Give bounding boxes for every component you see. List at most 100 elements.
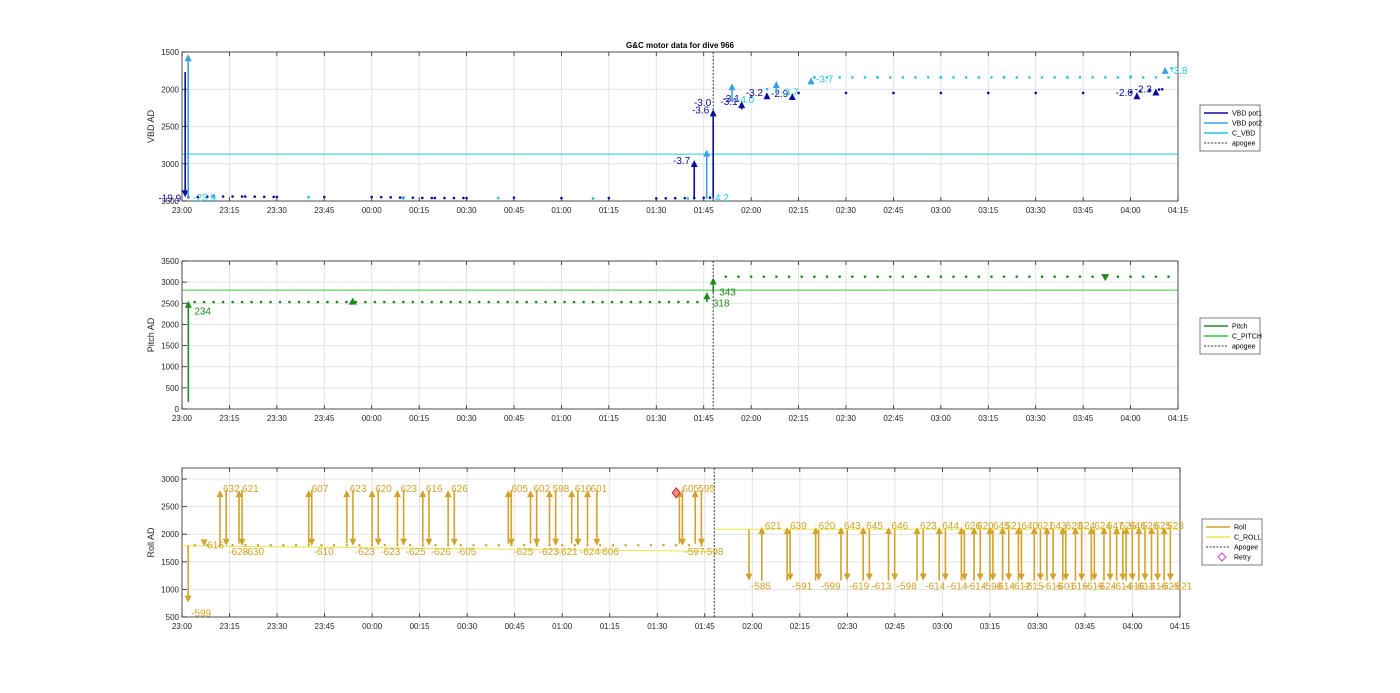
roll-move-down-head bbox=[919, 573, 927, 581]
xtick-label: 00:00 bbox=[362, 622, 383, 631]
roll-move-up-head bbox=[935, 527, 943, 535]
pitch-label: 343 bbox=[719, 287, 736, 298]
pitch-point bbox=[582, 300, 585, 304]
legend-label: apogee bbox=[1232, 141, 1255, 148]
pitch-point bbox=[677, 300, 680, 304]
pitch-point bbox=[1154, 275, 1158, 278]
xtick-label: 23:30 bbox=[267, 414, 288, 423]
ytick-label: 3500 bbox=[161, 257, 179, 266]
xtick-label: 00:45 bbox=[505, 622, 526, 631]
pitch-point bbox=[888, 275, 892, 278]
vbd-pot2-point bbox=[813, 76, 816, 79]
pitch-point bbox=[1053, 275, 1056, 278]
vbd-pot1-point bbox=[986, 91, 990, 95]
pitch-move-head bbox=[709, 277, 717, 285]
roll-point bbox=[484, 544, 488, 547]
pitch-point bbox=[231, 300, 234, 304]
pitch-point bbox=[629, 300, 633, 304]
roll-label-up: 645 bbox=[866, 521, 883, 532]
xtick-label: 02:45 bbox=[883, 414, 904, 423]
pitch-point bbox=[620, 300, 623, 304]
ytick-label: 500 bbox=[166, 384, 180, 393]
roll-label-down: -598 bbox=[982, 582, 1002, 593]
xtick-label: 03:15 bbox=[980, 622, 1001, 631]
roll-move-down-head bbox=[533, 538, 541, 546]
roll-move-down-head bbox=[1166, 573, 1174, 581]
roll-label-up: 646 bbox=[892, 521, 909, 532]
pitch-point bbox=[813, 275, 816, 278]
roll-label-down: -626 bbox=[431, 547, 451, 558]
pitch-point bbox=[825, 275, 829, 278]
roll-move-down-head bbox=[1049, 573, 1057, 581]
pitch-point bbox=[212, 300, 215, 304]
vbd-pot1-point bbox=[1160, 87, 1164, 91]
xtick-label: 00:30 bbox=[457, 622, 478, 631]
roll-move-down-head bbox=[574, 538, 582, 546]
roll-point bbox=[624, 544, 627, 547]
xtick-label: 23:45 bbox=[314, 206, 335, 215]
ytick-label: 500 bbox=[166, 613, 180, 622]
xtick-label: 01:45 bbox=[694, 206, 715, 215]
pitch-point bbox=[525, 300, 528, 304]
vbd-pot2-label: -3.7 bbox=[816, 74, 834, 85]
vbd-pot2-label: -4.2 bbox=[712, 193, 730, 204]
roll-move-up-head bbox=[1147, 527, 1155, 535]
roll-point bbox=[637, 544, 640, 547]
roll-label-down: -601 bbox=[1055, 582, 1075, 593]
roll-move-down-head bbox=[308, 538, 316, 546]
pitch-point bbox=[553, 300, 557, 304]
pitch-point bbox=[373, 300, 377, 304]
ytick-label: 3500 bbox=[161, 197, 179, 206]
roll-label-down: -619 bbox=[849, 582, 869, 593]
pitch-point bbox=[316, 300, 320, 304]
pitch-point bbox=[278, 300, 282, 304]
vbd-pot2-point bbox=[591, 196, 595, 200]
legend-label: C_VBD bbox=[1232, 131, 1255, 138]
xtick-label: 03:30 bbox=[1026, 206, 1047, 215]
pitch-point bbox=[800, 275, 804, 278]
pitch-point bbox=[1141, 275, 1145, 278]
roll-label-down: -630 bbox=[244, 547, 264, 558]
xtick-label: 04:00 bbox=[1121, 414, 1142, 423]
vbd-pot2-point bbox=[496, 196, 500, 200]
ytick-label: 3000 bbox=[161, 278, 179, 287]
legend-label: C_ROLL bbox=[1234, 535, 1261, 542]
pitch-point bbox=[686, 300, 690, 304]
ytick-label: 2000 bbox=[161, 530, 179, 539]
pitch-point bbox=[952, 275, 955, 278]
pitch-point bbox=[402, 300, 405, 304]
roll-move-up-head bbox=[999, 527, 1007, 535]
legend-marker bbox=[1217, 552, 1227, 562]
legend-label: Retry bbox=[1234, 555, 1251, 562]
pitch-point bbox=[572, 300, 576, 304]
ytick-label: 2500 bbox=[161, 299, 179, 308]
vbd-pot1-point bbox=[196, 195, 200, 199]
pitch-point bbox=[345, 300, 348, 304]
roll-move-down-head bbox=[976, 573, 984, 581]
vbd-pot1-move-head bbox=[1133, 92, 1141, 100]
roll-point bbox=[687, 544, 691, 547]
roll-move-up-head bbox=[527, 490, 535, 498]
roll-move-down-head bbox=[1017, 573, 1025, 581]
roll-move-up-head bbox=[546, 490, 554, 498]
xtick-label: 23:30 bbox=[267, 206, 288, 215]
xtick-label: 23:15 bbox=[220, 622, 241, 631]
roll-label-down: -614 bbox=[966, 582, 986, 593]
vbd-pot1-label: -2.3 bbox=[1135, 85, 1153, 96]
pitch-point bbox=[240, 300, 244, 304]
pitch-point bbox=[468, 300, 472, 304]
xtick-label: 03:00 bbox=[931, 414, 952, 423]
xtick-label: 03:30 bbox=[1027, 622, 1048, 631]
vbd-pot1-point bbox=[322, 195, 326, 199]
roll-move-up-head bbox=[444, 490, 452, 498]
roll-label-down: -621 bbox=[1172, 582, 1192, 593]
pitch-point bbox=[250, 300, 253, 304]
roll-label-down: -591 bbox=[792, 582, 812, 593]
pitch-point bbox=[610, 300, 614, 304]
roll-point bbox=[497, 544, 501, 547]
c-roll-line bbox=[181, 545, 715, 552]
ytick-label: 1000 bbox=[161, 363, 179, 372]
vbd-pot2-point bbox=[851, 76, 854, 79]
roll-label-up: 616 bbox=[207, 540, 224, 551]
roll-label-up: 639 bbox=[790, 521, 807, 532]
